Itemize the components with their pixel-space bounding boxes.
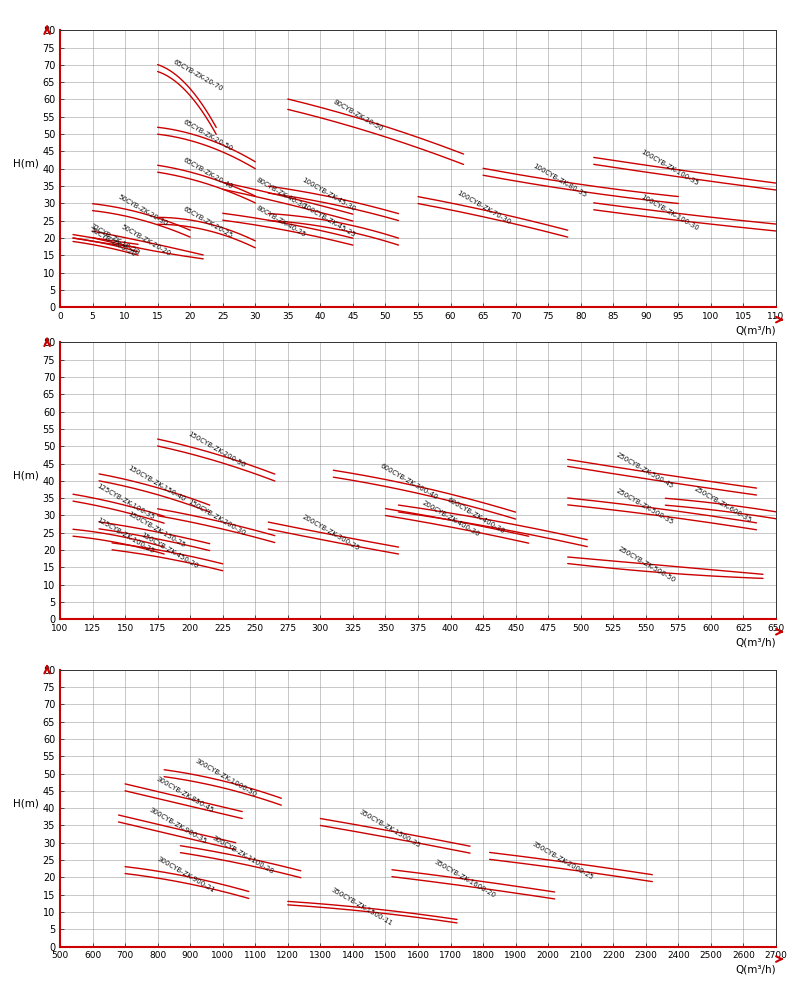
Text: 350CYB-ZK-1600-20: 350CYB-ZK-1600-20 bbox=[433, 858, 497, 898]
Text: 32CYB-ZK-10-20: 32CYB-ZK-10-20 bbox=[90, 223, 142, 256]
X-axis label: Q(m³/h): Q(m³/h) bbox=[735, 637, 776, 648]
Text: 65CYB-ZK-20-70: 65CYB-ZK-20-70 bbox=[172, 59, 224, 93]
Text: 50CYB-ZK-20-30: 50CYB-ZK-20-30 bbox=[117, 194, 169, 228]
Text: 150CYB-ZK-150-40: 150CYB-ZK-150-40 bbox=[127, 464, 186, 502]
Text: 250CYB-ZK-500-45: 250CYB-ZK-500-45 bbox=[615, 452, 674, 489]
Text: 150CYB-ZK-450-20: 150CYB-ZK-450-20 bbox=[140, 532, 199, 569]
Text: 100CYB-ZK-70-30: 100CYB-ZK-70-30 bbox=[456, 189, 512, 226]
Text: 150CYB-ZK-200-50: 150CYB-ZK-200-50 bbox=[187, 431, 246, 468]
Text: 300CYB-ZK-850-45: 300CYB-ZK-850-45 bbox=[154, 775, 214, 814]
Text: 125CYB-ZK-100-25: 125CYB-ZK-100-25 bbox=[96, 517, 155, 555]
Text: 600CYB-ZK-400-30: 600CYB-ZK-400-30 bbox=[446, 496, 506, 535]
Text: 350CYB-ZK-1500-35: 350CYB-ZK-1500-35 bbox=[358, 809, 422, 849]
Text: 350CYB-ZK-2000-25: 350CYB-ZK-2000-25 bbox=[530, 841, 594, 881]
Text: 150CYB-ZK-150-25: 150CYB-ZK-150-25 bbox=[127, 511, 186, 549]
Text: 300CYB-ZK-900-21: 300CYB-ZK-900-21 bbox=[156, 855, 216, 893]
Text: 100CYB-ZK-45-30: 100CYB-ZK-45-30 bbox=[301, 177, 357, 212]
Text: 65CYB-ZK-20-25: 65CYB-ZK-20-25 bbox=[182, 205, 234, 239]
Text: 600CYB-ZK-300-40: 600CYB-ZK-300-40 bbox=[379, 463, 439, 500]
Text: 100CYB-ZK-100-30: 100CYB-ZK-100-30 bbox=[639, 193, 699, 232]
Text: 300CYB-ZK-900-35: 300CYB-ZK-900-35 bbox=[148, 807, 208, 845]
Text: 50CYB-ZK-5-20: 50CYB-ZK-5-20 bbox=[90, 227, 138, 258]
Text: 80CYB-ZK-30-50: 80CYB-ZK-30-50 bbox=[332, 99, 384, 133]
Text: 125CYB-ZK-100-35: 125CYB-ZK-100-35 bbox=[96, 483, 155, 521]
Text: 65CYB-ZK-20-50: 65CYB-ZK-20-50 bbox=[182, 119, 234, 152]
Y-axis label: H(m): H(m) bbox=[13, 799, 38, 808]
X-axis label: Q(m³/h): Q(m³/h) bbox=[735, 325, 776, 335]
Text: 200CYB-ZK-400-30: 200CYB-ZK-400-30 bbox=[422, 499, 481, 537]
Text: 100CYB-ZK-45-25: 100CYB-ZK-45-25 bbox=[301, 202, 357, 238]
Text: 50CYB-ZK-20-20: 50CYB-ZK-20-20 bbox=[120, 224, 172, 257]
Text: 250CYB-ZK-500-35: 250CYB-ZK-500-35 bbox=[615, 487, 674, 526]
Text: 150CYB-ZK-200-30: 150CYB-ZK-200-30 bbox=[187, 498, 246, 537]
Text: 80CYB-ZK-40-25: 80CYB-ZK-40-25 bbox=[255, 204, 307, 239]
Text: 100CYB-ZK-100-35: 100CYB-ZK-100-35 bbox=[639, 149, 699, 186]
Y-axis label: H(m): H(m) bbox=[13, 471, 38, 481]
Text: 250CYB-ZK-600-35: 250CYB-ZK-600-35 bbox=[693, 485, 753, 524]
X-axis label: Q(m³/h): Q(m³/h) bbox=[735, 965, 776, 975]
Y-axis label: H(m): H(m) bbox=[13, 159, 38, 169]
Text: 80CYB-ZK-40-30: 80CYB-ZK-40-30 bbox=[255, 176, 307, 209]
Text: 250CYB-ZK-500-50: 250CYB-ZK-500-50 bbox=[617, 546, 676, 584]
Text: 200CYB-ZK-300-25: 200CYB-ZK-300-25 bbox=[301, 514, 361, 551]
Text: 350CYB-ZK-1500-11: 350CYB-ZK-1500-11 bbox=[330, 886, 394, 926]
Text: 300CYB-ZK-1000-50: 300CYB-ZK-1000-50 bbox=[194, 758, 258, 799]
Text: 65CYB-ZK-20-40: 65CYB-ZK-20-40 bbox=[182, 157, 234, 190]
Text: 100CYB-ZK-80-35: 100CYB-ZK-80-35 bbox=[532, 162, 588, 198]
Text: 300CYB-ZK-1100-28: 300CYB-ZK-1100-28 bbox=[210, 834, 274, 874]
